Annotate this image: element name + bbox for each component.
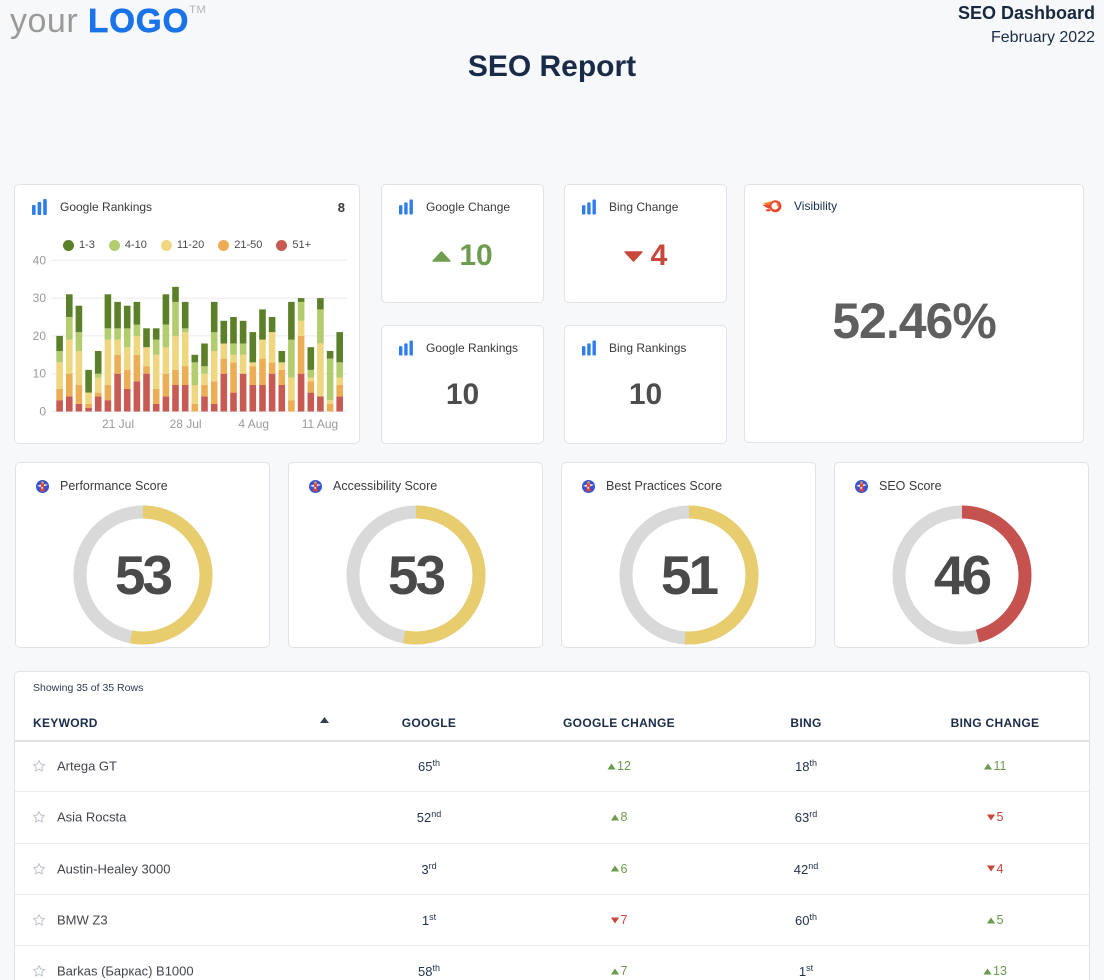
svg-text:28 Jul: 28 Jul [170,417,202,431]
svg-text:10: 10 [33,367,47,381]
svg-text:11 Aug: 11 Aug [302,417,338,431]
svg-text:4 Aug: 4 Aug [238,417,269,431]
svg-text:40: 40 [33,253,47,267]
svg-text:0: 0 [39,405,46,419]
svg-text:20: 20 [33,329,47,343]
svg-text:21 Jul: 21 Jul [102,417,134,431]
svg-text:30: 30 [33,291,47,305]
